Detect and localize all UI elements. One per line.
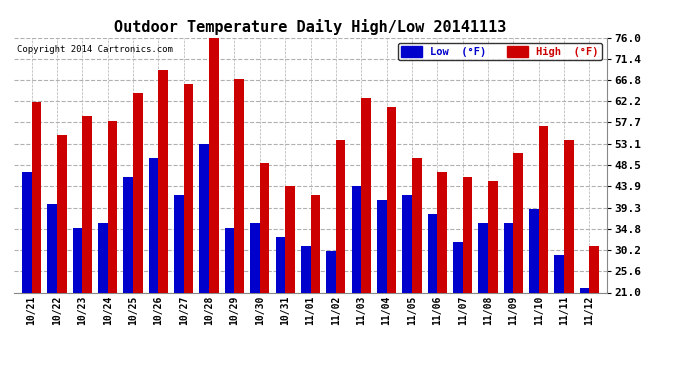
Bar xyxy=(174,195,184,292)
Bar xyxy=(564,140,573,292)
Bar xyxy=(82,116,92,292)
Bar xyxy=(235,79,244,292)
Bar xyxy=(72,228,82,292)
Bar xyxy=(133,93,143,292)
Bar xyxy=(158,70,168,292)
Bar xyxy=(149,158,158,292)
Bar xyxy=(377,200,386,292)
Bar xyxy=(589,246,599,292)
Bar xyxy=(428,214,437,292)
Bar xyxy=(199,144,209,292)
Bar xyxy=(259,163,269,292)
Bar xyxy=(478,223,488,292)
Bar xyxy=(285,186,295,292)
Bar xyxy=(488,181,497,292)
Bar xyxy=(529,209,539,292)
Bar xyxy=(402,195,412,292)
Bar xyxy=(22,172,32,292)
Bar xyxy=(275,237,285,292)
Bar xyxy=(124,177,133,292)
Bar xyxy=(453,242,463,292)
Bar xyxy=(504,223,513,292)
Bar xyxy=(48,204,57,292)
Bar xyxy=(98,223,108,292)
Bar xyxy=(539,126,549,292)
Bar xyxy=(463,177,472,292)
Bar xyxy=(301,246,310,292)
Bar xyxy=(336,140,346,292)
Text: Copyright 2014 Cartronics.com: Copyright 2014 Cartronics.com xyxy=(17,45,172,54)
Bar xyxy=(362,98,371,292)
Bar xyxy=(513,153,523,292)
Bar xyxy=(32,102,41,292)
Title: Outdoor Temperature Daily High/Low 20141113: Outdoor Temperature Daily High/Low 20141… xyxy=(115,19,506,35)
Bar xyxy=(310,195,320,292)
Bar xyxy=(326,251,336,292)
Bar xyxy=(352,186,362,292)
Bar xyxy=(437,172,447,292)
Bar xyxy=(108,121,117,292)
Bar xyxy=(386,107,396,292)
Legend: Low  (°F), High  (°F): Low (°F), High (°F) xyxy=(398,43,602,60)
Bar xyxy=(184,84,193,292)
Bar xyxy=(580,288,589,292)
Bar xyxy=(57,135,66,292)
Bar xyxy=(250,223,259,292)
Bar xyxy=(555,255,564,292)
Bar xyxy=(225,228,235,292)
Bar xyxy=(209,33,219,292)
Bar xyxy=(412,158,422,292)
